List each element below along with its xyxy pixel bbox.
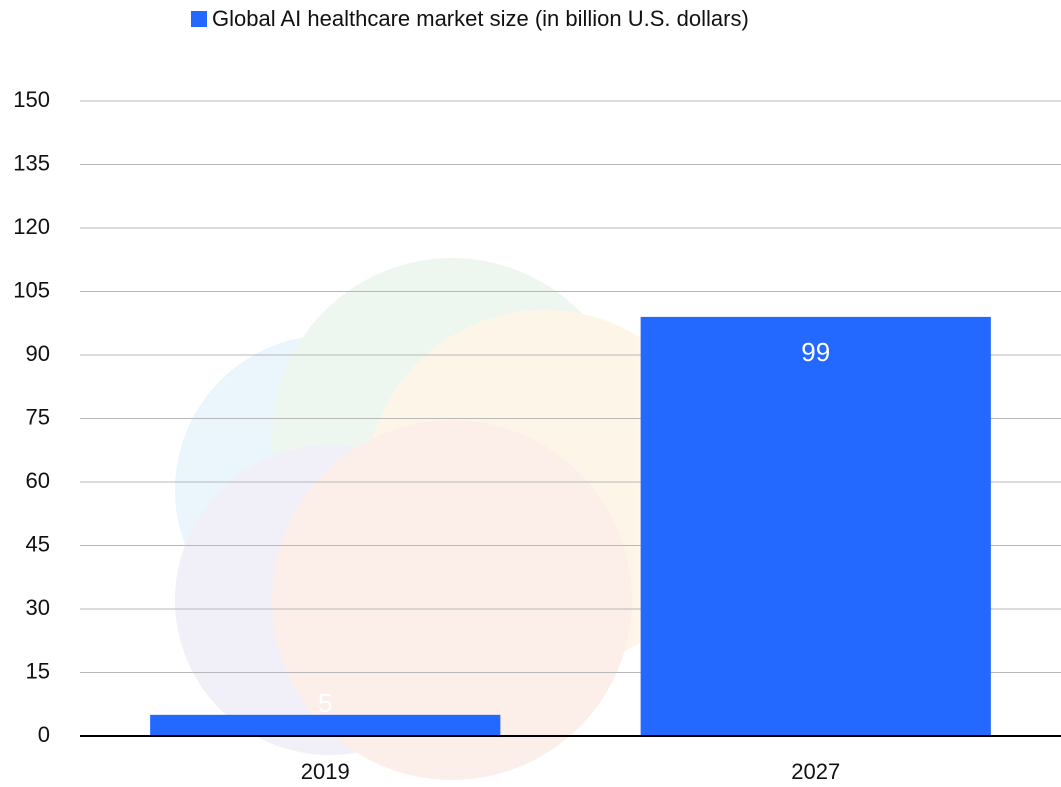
bars	[150, 316, 991, 736]
y-tick-label: 120	[13, 214, 50, 239]
x-tick-label: 2019	[301, 759, 350, 784]
watermark	[175, 258, 725, 780]
watermark-circle	[175, 335, 485, 645]
watermark-circle	[175, 445, 485, 755]
watermark-circle	[272, 258, 632, 618]
y-tick-label: 45	[26, 531, 50, 556]
data-label: 99	[801, 337, 830, 367]
watermark-circle	[272, 420, 632, 780]
y-tick-label: 75	[26, 404, 50, 429]
x-tick-label: 2027	[791, 759, 840, 784]
y-tick-label: 135	[13, 150, 50, 175]
legend-label: Global AI healthcare market size (in bil…	[212, 6, 749, 31]
watermark-circle	[365, 310, 725, 670]
legend-swatch	[191, 11, 207, 27]
labels: 0 15 30 45 60 75 90 105 120 135 150 2019 5 2027 99	[13, 87, 1061, 784]
y-tick-label: 30	[26, 595, 50, 620]
y-tick-label: 15	[26, 658, 50, 683]
data-label: 5	[318, 688, 332, 718]
y-tick-label: 0	[38, 722, 50, 747]
bar	[150, 714, 501, 736]
bar	[640, 316, 991, 736]
y-tick-label: 60	[26, 468, 50, 493]
y-tick-label: 105	[13, 277, 50, 302]
y-tick-label: 90	[26, 341, 50, 366]
y-tick-label: 150	[13, 87, 50, 112]
